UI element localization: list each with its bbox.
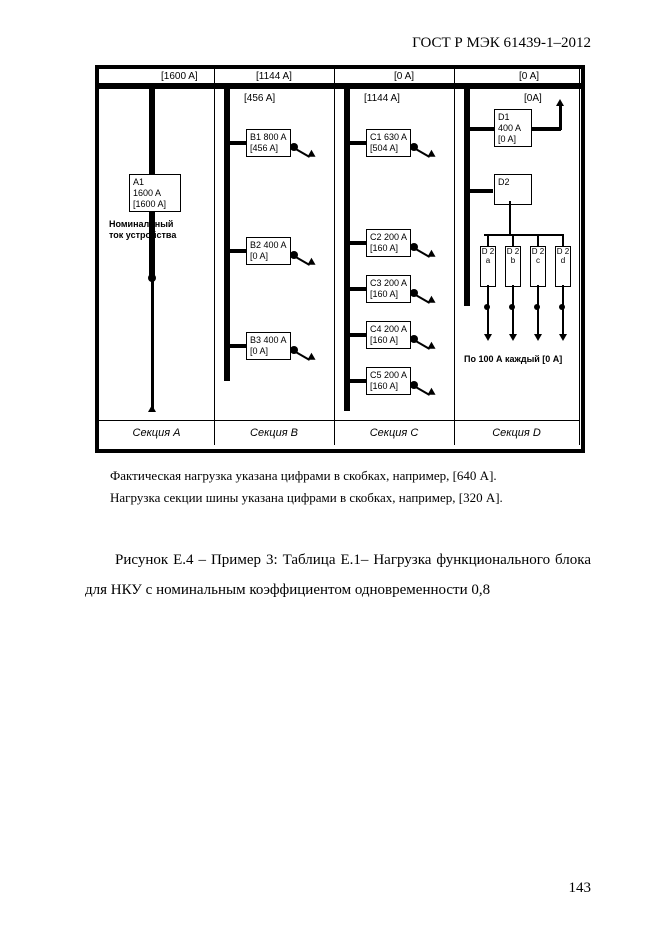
branch-line bbox=[348, 379, 366, 383]
block-b1: B1 800 A [456 A] bbox=[246, 129, 291, 157]
figure-caption: Рисунок Е.4 – Пример 3: Таблица Е.1– Наг… bbox=[85, 545, 591, 605]
sub-load-d: [0A] bbox=[524, 93, 542, 104]
main-horizontal-bus bbox=[99, 83, 581, 89]
block-d2: D2 bbox=[494, 174, 532, 205]
node-dot bbox=[290, 346, 298, 354]
section-b: [1144 A] [456 A] B1 800 A [456 A] B2 400… bbox=[214, 69, 335, 445]
d2-out-a bbox=[487, 285, 489, 335]
top-load-a: [1600 A] bbox=[161, 71, 198, 82]
section-a: [1600 A] A1 1600 A [1600 A] Номинальный … bbox=[99, 69, 215, 445]
arrow-out-icon bbox=[427, 342, 437, 352]
section-label-a: Секция А bbox=[99, 420, 214, 445]
node-dot bbox=[410, 289, 418, 297]
branch-line bbox=[348, 287, 366, 291]
node-dot bbox=[509, 304, 515, 310]
block-a1: A1 1600 A [1600 A] bbox=[129, 174, 181, 212]
arrow-out-icon bbox=[427, 388, 437, 398]
d2-branch-b bbox=[512, 234, 514, 246]
top-load-c: [0 A] bbox=[394, 71, 414, 82]
block-b3: B3 400 A [0 A] bbox=[246, 332, 291, 360]
figure-notes: Фактическая нагрузка указана цифрами в с… bbox=[110, 465, 503, 509]
arrow-out-icon bbox=[307, 353, 317, 363]
busbar-c bbox=[344, 86, 350, 411]
block-d2a: D 2 a bbox=[480, 246, 496, 287]
arrow-out-icon bbox=[307, 150, 317, 160]
node-dot bbox=[410, 143, 418, 151]
arrow-down-icon bbox=[559, 334, 567, 341]
block-d2b: D 2 b bbox=[505, 246, 521, 287]
block-c3: C3 200 A [160 A] bbox=[366, 275, 411, 303]
page-number: 143 bbox=[569, 880, 592, 897]
node-dot bbox=[290, 143, 298, 151]
arrow-down-icon bbox=[509, 334, 517, 341]
arrow-out-icon bbox=[427, 150, 437, 160]
branch-line bbox=[228, 249, 246, 253]
busbar-d bbox=[464, 86, 470, 306]
sub-load-b: [456 A] bbox=[244, 93, 275, 104]
arrow-down-icon bbox=[484, 334, 492, 341]
label-nominal-current: Номинальный ток устройства bbox=[109, 219, 176, 241]
section-d: [0 A] [0A] D1 400 A [0 A] D2 D 2 a D 2 b… bbox=[454, 69, 580, 445]
branch-line bbox=[348, 141, 366, 145]
block-d2c: D 2 c bbox=[530, 246, 546, 287]
node-dot bbox=[534, 304, 540, 310]
electrical-diagram: [1600 A] A1 1600 A [1600 A] Номинальный … bbox=[95, 65, 585, 453]
d2-out-d bbox=[562, 285, 564, 335]
section-label-c: Секция С bbox=[334, 420, 454, 445]
block-c4: C4 200 A [160 A] bbox=[366, 321, 411, 349]
arrow-up-icon bbox=[148, 405, 156, 412]
note-line-2: Нагрузка секции шины указана цифрами в с… bbox=[110, 487, 503, 509]
node-dot bbox=[410, 335, 418, 343]
branch-line bbox=[348, 241, 366, 245]
block-d1: D1 400 A [0 A] bbox=[494, 109, 532, 147]
d2-drop bbox=[509, 201, 511, 234]
d2-branch-c bbox=[537, 234, 539, 246]
document-header: ГОСТ Р МЭК 61439-1–2012 bbox=[412, 35, 591, 52]
feed-line-a bbox=[151, 279, 154, 409]
sub-load-c: [1144 A] bbox=[364, 93, 400, 104]
d2-branch-d bbox=[562, 234, 564, 246]
d2-branch-a bbox=[487, 234, 489, 246]
arrow-out-icon bbox=[307, 258, 317, 268]
block-b2: B2 400 A [0 A] bbox=[246, 237, 291, 265]
arrow-down-icon bbox=[534, 334, 542, 341]
branch-line bbox=[228, 344, 246, 348]
top-load-d: [0 A] bbox=[519, 71, 539, 82]
block-c2: C2 200 A [160 A] bbox=[366, 229, 411, 257]
d2-out-b bbox=[512, 285, 514, 335]
d2-bus bbox=[484, 234, 564, 236]
arrow-out-icon bbox=[427, 250, 437, 260]
block-c5: C5 200 A [160 A] bbox=[366, 367, 411, 395]
branch-line bbox=[468, 189, 493, 193]
arrow-out-icon bbox=[427, 296, 437, 306]
section-c: [0 A] [1144 A] C1 630 A [504 A] C2 200 A… bbox=[334, 69, 455, 445]
node-dot bbox=[559, 304, 565, 310]
section-label-b: Секция В bbox=[214, 420, 334, 445]
busbar-b bbox=[224, 86, 230, 381]
block-c1: C1 630 A [504 A] bbox=[366, 129, 411, 157]
branch-line bbox=[348, 333, 366, 337]
note-line-1: Фактическая нагрузка указана цифрами в с… bbox=[110, 465, 503, 487]
node-dot bbox=[410, 243, 418, 251]
d2-out-c bbox=[537, 285, 539, 335]
top-load-b: [1144 A] bbox=[256, 71, 292, 82]
node-dot bbox=[410, 381, 418, 389]
label-d2-note: По 100 А каждый [0 A] bbox=[464, 354, 562, 364]
branch-line bbox=[228, 141, 246, 145]
node-dot bbox=[290, 251, 298, 259]
block-d2d: D 2 d bbox=[555, 246, 571, 287]
node-dot bbox=[484, 304, 490, 310]
section-label-d: Секция D bbox=[454, 420, 579, 445]
arrow-up-icon bbox=[556, 99, 564, 106]
